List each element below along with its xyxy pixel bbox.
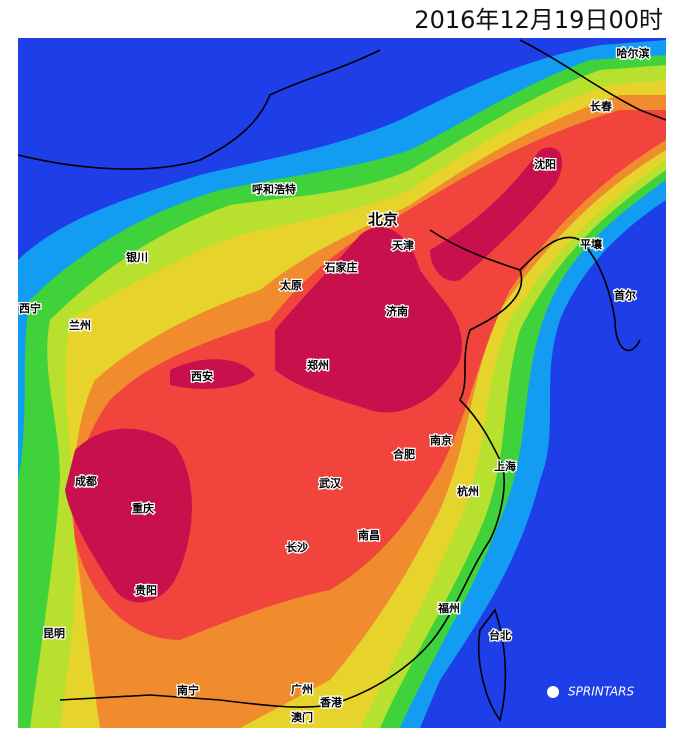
- city-label: 平壤: [580, 237, 603, 251]
- city-label: 重庆: [132, 501, 154, 515]
- city-label: 银川: [126, 250, 148, 264]
- city-label: 哈尔滨: [617, 46, 650, 60]
- city-label: 澳门: [291, 710, 313, 724]
- city-label: 首尔: [614, 288, 636, 302]
- city-label: 成都: [75, 474, 97, 488]
- credit: SPRINTARS: [568, 685, 634, 699]
- city-label: 南京: [430, 433, 452, 447]
- city-label: 济南: [386, 304, 408, 318]
- city-label: 兰州: [69, 318, 91, 332]
- city-label: 杭州: [457, 484, 479, 498]
- city-label: 上海: [494, 459, 516, 473]
- city-label: 石家庄: [324, 260, 358, 274]
- city-label: 台北: [489, 628, 511, 642]
- city-label: 香港: [319, 695, 343, 709]
- city-label: 昆明: [43, 627, 65, 640]
- city-label: 长沙: [286, 540, 308, 554]
- city-label: 合肥: [393, 447, 415, 461]
- city-label: 沈阳: [534, 157, 556, 171]
- city-label: 广州: [291, 682, 313, 696]
- city-label: 郑州: [307, 358, 329, 372]
- city-label: 西安: [191, 369, 213, 383]
- city-label: 天津: [392, 238, 414, 252]
- city-label: 武汉: [319, 476, 342, 490]
- city-label: 北京: [368, 211, 398, 229]
- city-label: 福州: [437, 601, 460, 615]
- pollution-field: [18, 38, 666, 728]
- city-label: 贵阳: [135, 583, 157, 597]
- credit-icon: [547, 686, 559, 698]
- map-title: 2016年12月19日00时: [414, 6, 663, 34]
- city-label: 长春: [590, 99, 613, 113]
- city-label: 呼和浩特: [252, 182, 296, 196]
- city-label: 西宁: [19, 301, 41, 315]
- city-label: 南宁: [177, 683, 199, 697]
- city-label: 太原: [279, 278, 302, 292]
- city-label: 南昌: [358, 528, 380, 542]
